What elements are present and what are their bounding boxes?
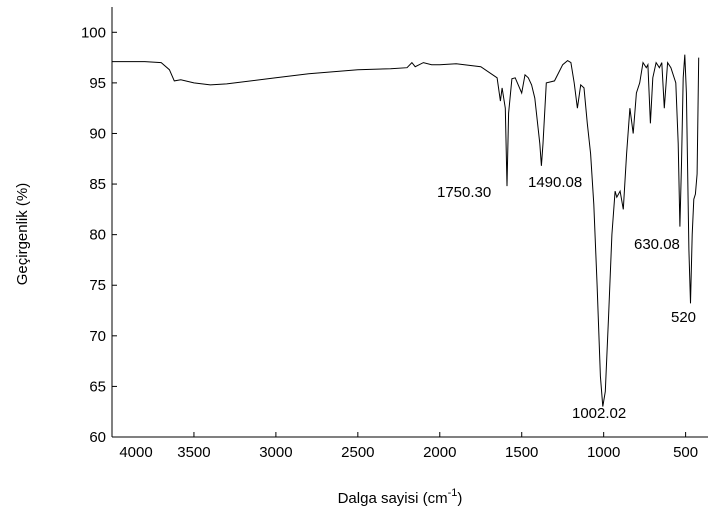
spectrum-line	[112, 54, 700, 407]
peak-label: 1750.30	[437, 184, 491, 201]
peak-label: 1002.02	[572, 405, 626, 422]
y-tick-label: 60	[89, 429, 106, 446]
peak-label: 1490.08	[528, 174, 582, 191]
x-label-main: Dalga sayisi (cm	[338, 490, 448, 507]
y-tick-label: 65	[89, 378, 106, 395]
y-tick-label: 70	[89, 328, 106, 345]
x-tick-label: 500	[673, 444, 698, 461]
x-tick-label: 3500	[177, 444, 210, 461]
y-tick-label: 95	[89, 75, 106, 92]
x-axis-label: Dalga sayisi (cm-1)	[338, 487, 463, 507]
x-tick-label: 3000	[259, 444, 292, 461]
x-tick-label: 1000	[587, 444, 620, 461]
y-axis-label: Geçirgenlik (%)	[14, 183, 31, 286]
x-tick-label: 4000	[119, 444, 152, 461]
peak-label: 520	[671, 309, 696, 326]
y-tick-label: 90	[89, 125, 106, 142]
x-tick-label: 2500	[341, 444, 374, 461]
y-tick-label: 80	[89, 227, 106, 244]
x-tick-label: 1500	[505, 444, 538, 461]
x-tick-label: 2000	[423, 444, 456, 461]
x-label-sup: -1	[448, 487, 458, 499]
y-tick-label: 100	[81, 24, 106, 41]
x-label-end: )	[457, 490, 462, 507]
peak-label: 630.08	[634, 236, 680, 253]
y-tick-label: 75	[89, 277, 106, 294]
y-tick-label: 85	[89, 176, 106, 193]
